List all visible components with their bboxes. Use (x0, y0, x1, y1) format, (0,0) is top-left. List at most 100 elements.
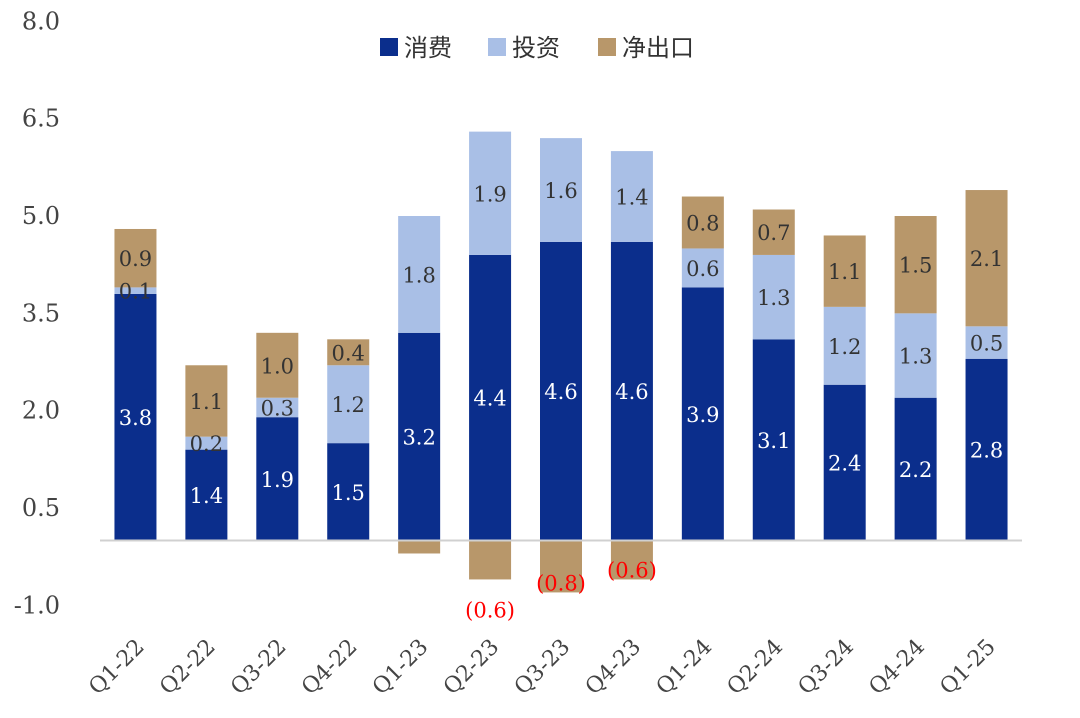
x-tick-label: Q4-23 (581, 635, 646, 700)
x-tick-label: Q3-23 (510, 635, 575, 700)
bar-segment (398, 540, 441, 554)
data-label: 1.8 (402, 263, 435, 287)
y-tick-label: 8.0 (22, 7, 60, 35)
bar-segment (398, 332, 441, 541)
data-label: 1.9 (473, 182, 506, 206)
bar-segment (752, 209, 795, 255)
bar-segment (965, 358, 1008, 541)
data-label: (0.6) (607, 558, 657, 582)
data-label: 0.6 (686, 257, 719, 281)
bar-segment (610, 540, 653, 580)
bar-segment (752, 254, 795, 340)
data-label: 3.1 (757, 429, 790, 453)
bar-segment (823, 235, 866, 307)
data-label: 3.8 (119, 406, 152, 430)
legend-swatch (380, 38, 398, 56)
data-label: 1.9 (261, 468, 294, 492)
bar-segment (823, 306, 866, 385)
data-label: 1.2 (332, 393, 365, 417)
bar-segment (681, 287, 724, 541)
x-tick-label: Q4-24 (864, 635, 929, 700)
data-label: 0.1 (119, 280, 152, 304)
bar-segment (398, 216, 441, 333)
data-label: 0.7 (757, 221, 790, 245)
bar-segment (540, 540, 582, 593)
data-label: 1.4 (615, 186, 648, 210)
x-tick-label: Q1-25 (935, 635, 1000, 700)
x-tick-label: Q2-23 (439, 635, 504, 700)
bar-segment (256, 332, 299, 398)
data-label: 1.1 (190, 390, 223, 414)
y-tick-label: 3.5 (22, 299, 60, 327)
bar-segment (256, 397, 299, 418)
bar-segment (327, 365, 370, 444)
data-label: 2.8 (970, 439, 1003, 463)
x-tick-label: Q1-24 (652, 635, 717, 700)
data-label: 0.8 (686, 211, 719, 235)
bar-segment (752, 339, 795, 541)
x-tick-label: Q3-22 (226, 635, 291, 700)
data-label: 0.4 (332, 341, 365, 365)
data-label: 4.4 (473, 387, 506, 411)
bar-segment (327, 339, 370, 366)
data-label: 1.1 (828, 260, 861, 284)
x-tick-label: Q3-24 (794, 635, 859, 700)
x-tick-label: Q4-22 (297, 635, 362, 700)
bar-segment (114, 293, 157, 541)
x-tick-label: Q1-23 (368, 635, 433, 700)
legend-label: 投资 (512, 34, 560, 62)
bar-segment (469, 131, 512, 255)
data-label: 0.5 (970, 332, 1003, 356)
bar-segment (469, 254, 512, 541)
data-label: 1.3 (757, 286, 790, 310)
bar-segment (469, 540, 512, 580)
x-tick-label: Q1-22 (84, 635, 149, 700)
bar-segment (185, 449, 228, 541)
legend-label: 消费 (404, 34, 452, 62)
data-label: 1.5 (332, 481, 365, 505)
bar-segment (185, 436, 228, 450)
data-label: 1.4 (190, 484, 223, 508)
bar-segment (894, 216, 937, 314)
bar-segment (610, 241, 653, 541)
bar-segment (114, 228, 157, 288)
data-label: 1.6 (544, 179, 577, 203)
data-label: (0.8) (536, 571, 586, 595)
data-label: 0.2 (190, 432, 223, 456)
bar-segment (256, 417, 299, 541)
data-label: 0.3 (261, 396, 294, 420)
data-label: 4.6 (544, 380, 577, 404)
bar-segment (965, 326, 1008, 359)
legend-label: 净出口 (622, 34, 694, 62)
bar-segment (114, 287, 157, 294)
data-label: 3.9 (686, 403, 719, 427)
legend-swatch (598, 38, 616, 56)
bar-segment (540, 138, 582, 242)
data-label: 1.2 (828, 335, 861, 359)
data-label: 0.9 (119, 247, 152, 271)
x-tick-label: Q2-24 (723, 635, 788, 700)
bar-segment (681, 248, 724, 288)
data-label: (0.6) (465, 598, 515, 622)
bar-segment (185, 365, 228, 437)
x-tick-label: Q2-22 (155, 635, 220, 700)
bar-segment (540, 241, 582, 541)
data-label: 2.2 (899, 458, 932, 482)
bar-segment (894, 397, 937, 541)
y-tick-label: -1.0 (14, 591, 60, 619)
data-label: 2.1 (970, 247, 1003, 271)
y-tick-label: 5.0 (22, 202, 60, 230)
bar-segment (823, 384, 866, 541)
data-label: 2.4 (828, 452, 861, 476)
legend-swatch (488, 38, 506, 56)
bar-segment (610, 151, 653, 242)
data-label: 1.5 (899, 254, 932, 278)
data-label: 1.3 (899, 345, 932, 369)
y-tick-label: 0.5 (22, 494, 60, 522)
bar-segment (894, 313, 937, 398)
data-label: 3.2 (402, 426, 435, 450)
data-label: 1.0 (261, 354, 294, 378)
bar-segment (327, 443, 370, 541)
y-tick-label: 6.5 (22, 105, 60, 133)
